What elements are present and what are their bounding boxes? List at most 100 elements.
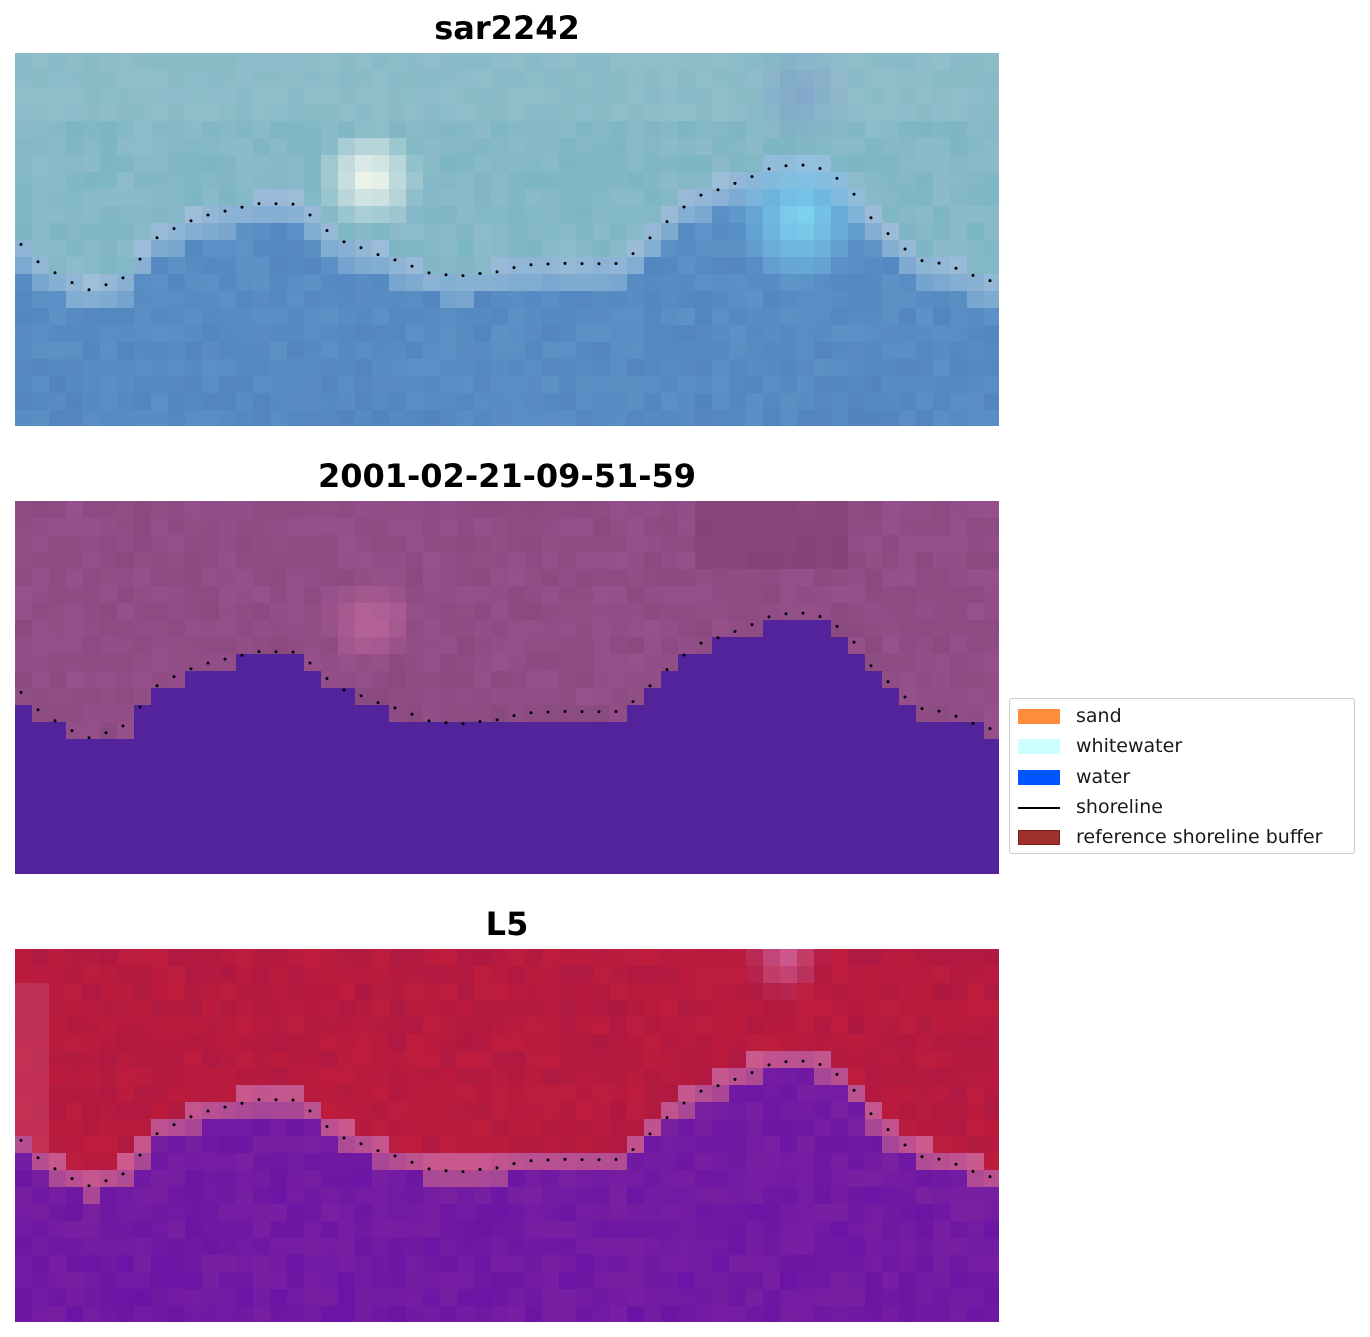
rgb-pixel (49, 257, 67, 275)
shoreline-dot (597, 1158, 601, 1162)
rgb-pixel (848, 189, 866, 207)
class-pixel (100, 688, 118, 706)
rgb-pixel (304, 274, 322, 292)
class-pixel (576, 858, 594, 874)
rgb-pixel (304, 257, 322, 275)
rgb-pixel (321, 393, 339, 411)
rgb-pixel (542, 291, 560, 309)
rgb-pixel (576, 410, 594, 426)
index-pixel (882, 1034, 900, 1052)
class-pixel (644, 824, 662, 842)
rgb-pixel (984, 53, 999, 71)
rgb-pixel (32, 172, 50, 190)
class-pixel (15, 688, 33, 706)
rgb-pixel (372, 70, 390, 88)
index-pixel (797, 1017, 815, 1035)
shoreline-dot (886, 1128, 890, 1132)
rgb-pixel (389, 70, 407, 88)
class-pixel (253, 569, 271, 587)
class-pixel (814, 705, 832, 723)
class-pixel (440, 654, 458, 672)
rgb-pixel (100, 206, 118, 224)
rgb-pixel (525, 172, 543, 190)
index-pixel (950, 1068, 968, 1086)
class-pixel (474, 620, 492, 638)
rgb-pixel (117, 274, 135, 292)
index-pixel (66, 1119, 84, 1137)
class-pixel (525, 756, 543, 774)
class-pixel (916, 518, 934, 536)
index-pixel (610, 1170, 628, 1188)
index-pixel (304, 1017, 322, 1035)
index-pixel (525, 1289, 543, 1307)
index-pixel (491, 1153, 509, 1171)
class-pixel (185, 620, 203, 638)
index-pixel (185, 966, 203, 984)
rgb-pixel (933, 393, 951, 411)
index-pixel (559, 966, 577, 984)
index-pixel (542, 1289, 560, 1307)
index-pixel (253, 949, 271, 967)
class-pixel (100, 790, 118, 808)
index-pixel (338, 1068, 356, 1086)
class-pixel (185, 773, 203, 791)
class-pixel (491, 535, 509, 553)
class-pixel (610, 552, 628, 570)
class-pixel (32, 756, 50, 774)
class-pixel (916, 671, 934, 689)
index-pixel (287, 1170, 305, 1188)
index-pixel (474, 1051, 492, 1069)
rgb-pixel (627, 53, 645, 71)
class-pixel (270, 501, 288, 519)
rgb-pixel (423, 342, 441, 360)
index-image (15, 949, 999, 1322)
index-pixel (610, 1238, 628, 1256)
class-pixel (185, 722, 203, 740)
rgb-pixel (712, 206, 730, 224)
index-pixel (338, 1000, 356, 1018)
class-pixel (321, 773, 339, 791)
water-swatch (1018, 770, 1060, 785)
class-pixel (814, 552, 832, 570)
rgb-pixel (576, 189, 594, 207)
index-pixel (457, 1306, 475, 1322)
class-pixel (202, 552, 220, 570)
class-pixel (338, 569, 356, 587)
class-pixel (882, 552, 900, 570)
class-pixel (933, 858, 951, 874)
class-pixel (236, 586, 254, 604)
class-pixel (423, 841, 441, 859)
shoreline-dot (189, 667, 193, 671)
rgb-pixel (950, 410, 968, 426)
rgb-pixel (491, 376, 509, 394)
index-pixel (457, 1051, 475, 1069)
rgb-pixel (491, 240, 509, 258)
index-pixel (32, 1017, 50, 1035)
index-pixel (576, 1017, 594, 1035)
index-pixel (916, 1085, 934, 1103)
class-pixel (253, 535, 271, 553)
class-pixel (899, 518, 917, 536)
index-pixel (219, 1255, 237, 1273)
class-pixel (984, 790, 999, 808)
index-pixel (389, 1238, 407, 1256)
index-pixel (746, 1000, 764, 1018)
rgb-pixel (814, 121, 832, 139)
class-pixel (865, 586, 883, 604)
class-pixel (151, 552, 169, 570)
index-pixel (304, 1272, 322, 1290)
rgb-pixel (168, 53, 186, 71)
class-pixel (270, 790, 288, 808)
rgb-pixel (15, 359, 33, 377)
index-pixel (865, 1170, 883, 1188)
shoreline-dot (444, 721, 448, 725)
rgb-pixel (355, 257, 373, 275)
rgb-pixel (253, 359, 271, 377)
rgb-pixel (610, 274, 628, 292)
index-pixel (117, 1306, 135, 1322)
index-pixel (474, 1204, 492, 1222)
index-pixel (423, 949, 441, 967)
rgb-pixel (763, 342, 781, 360)
class-pixel (219, 756, 237, 774)
rgb-pixel (372, 104, 390, 122)
